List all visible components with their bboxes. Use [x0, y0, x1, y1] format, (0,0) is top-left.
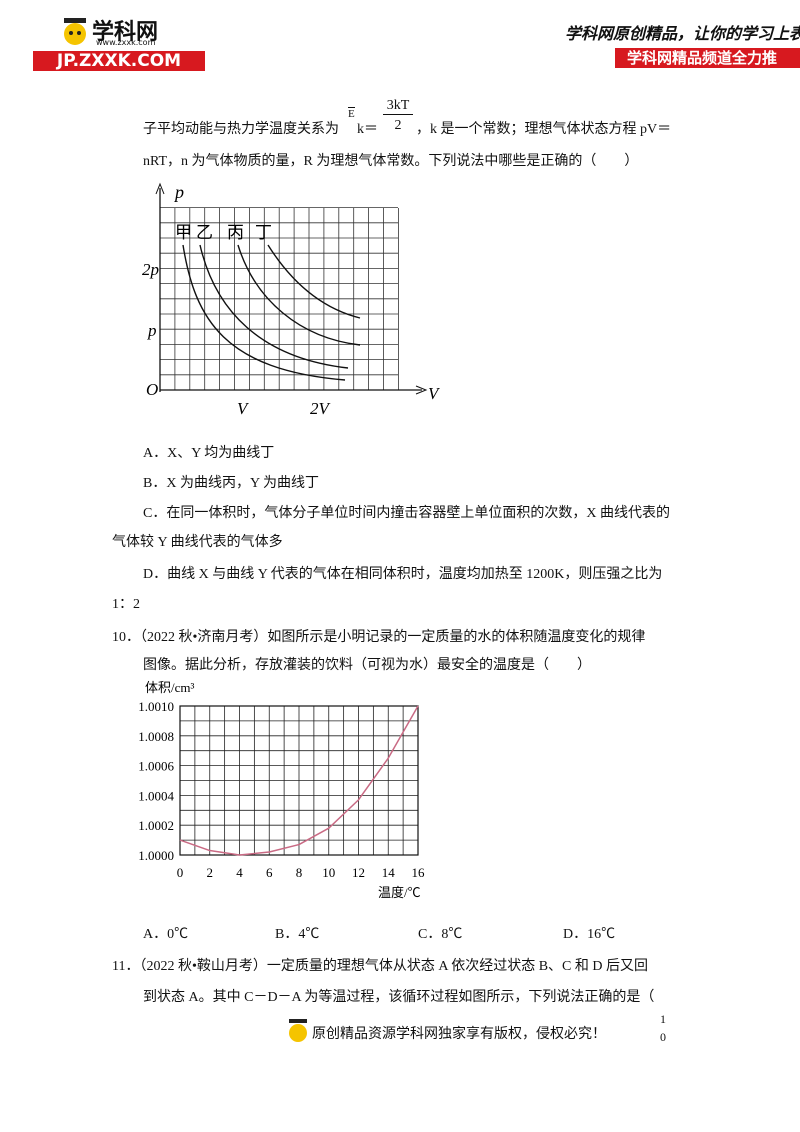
tick-label: V: [237, 399, 250, 418]
curve-label: 甲: [175, 223, 192, 242]
y-axis-title: 体积/cm³: [145, 680, 194, 695]
curve-label: 丙: [227, 223, 244, 242]
x-tick-label: 8: [296, 865, 303, 880]
site: www.zxxk.com: [96, 38, 156, 47]
footer-mascot: [289, 1019, 307, 1042]
x-tick-label: 14: [382, 865, 396, 880]
curve: [267, 244, 361, 319]
slogan: 学科网原创精品，让你的学习上表: [565, 26, 800, 43]
text-line: ，k 是一个常数；理想气体状态方程 pV＝: [416, 122, 672, 137]
arrow: [415, 385, 428, 395]
question: 11．（2022 秋•鞍山月考）一定质量的理想气体从状态 A 依次经过状态 B、…: [112, 959, 649, 974]
option: 气体较 Y 曲线代表的气体多: [112, 535, 283, 550]
option: C．在同一体积时，气体分子单位时间内撞击容器壁上单位面积的次数，X 曲线代表的: [143, 506, 670, 521]
x-tick-label: 0: [177, 865, 184, 880]
y-tick-label: 1.0000: [138, 848, 174, 863]
formula-numerator: 3kT: [383, 98, 413, 115]
banner: JP.ZXXK.COM: [33, 51, 205, 71]
line: [179, 705, 419, 856]
curve-label: 乙: [196, 223, 213, 242]
axis-label: V: [428, 384, 441, 403]
formula-e: E: [348, 107, 355, 120]
x-tick-label: 10: [322, 865, 335, 880]
chart: 0 2 4 6 8 10 12 14 16 1.0000 1.0002 1.0004 1.0006 1.0…: [138, 680, 426, 900]
option: B．X 为曲线丙，Y 为曲线丁: [143, 476, 320, 491]
option: 1：2: [112, 597, 140, 612]
y-tick-label: 1.0006: [138, 759, 174, 774]
x-tick-label: 2: [207, 865, 214, 880]
plot-frame: [179, 705, 419, 856]
page-number: 1: [660, 1012, 666, 1026]
option: D．曲线 X 与曲线 Y 代表的气体在相同体积时，温度均加热至 1200K，则压…: [143, 567, 663, 582]
option: C．8℃: [418, 927, 463, 942]
tick-label: p: [147, 321, 157, 340]
curve: [237, 244, 361, 346]
curve-label: 丁: [255, 223, 272, 242]
text-line: nRT，n 为气体物质的量，R 为理想气体常数。下列说法中哪些是正确的（ ）: [143, 154, 639, 169]
footer-notice: 原创精品资源学科网独家享有版权，侵权必究！: [312, 1027, 606, 1042]
tick-label: 2V: [310, 399, 332, 418]
page-number: 0: [660, 1030, 666, 1044]
curve: [182, 244, 346, 381]
formula-denominator: 2: [394, 118, 402, 133]
text-line: 子平均动能与热力学温度关系为: [143, 122, 339, 137]
x-tick-label: 16: [412, 865, 426, 880]
question: 图像。据此分析，存放灌装的饮料（可视为水）最安全的温度是（ ）: [143, 658, 591, 673]
channel: 学科网精品频道全力推: [615, 48, 800, 68]
option: D．16℃: [563, 927, 616, 942]
question: 10．（2022 秋•济南月考）如图所示是小明记录的一定质量的水的体积随温度变化…: [112, 630, 646, 645]
logo: 学科网: [92, 20, 159, 45]
mascot: [64, 18, 86, 45]
formula-k: k＝: [357, 122, 378, 137]
question: 到状态 A。其中 C－D－A 为等温过程，该循环过程如图所示，下列说法正确的是（: [143, 990, 655, 1005]
arrow: [155, 182, 165, 195]
tick-label: 2p: [142, 260, 159, 279]
option: A．0℃: [143, 927, 189, 942]
axis-label: p: [173, 182, 184, 202]
x-tick-label: 4: [236, 865, 243, 880]
x-axis-title: 温度/℃: [378, 885, 421, 900]
y-tick-label: 1.0002: [138, 818, 174, 833]
pv-diagram: p 2p p O V 2V V 甲 乙 丙 丁: [142, 182, 441, 418]
option: A．X、Y 均为曲线丁: [143, 446, 275, 461]
y-tick-label: 1.0004: [138, 788, 174, 803]
curve: [199, 244, 349, 369]
y-tick-label: 1.0010: [138, 699, 174, 714]
option: B．4℃: [275, 927, 320, 942]
x-tick-label: 12: [352, 865, 365, 880]
x-tick-label: 6: [266, 865, 273, 880]
y-tick-label: 1.0008: [138, 729, 174, 744]
origin: O: [146, 380, 158, 399]
